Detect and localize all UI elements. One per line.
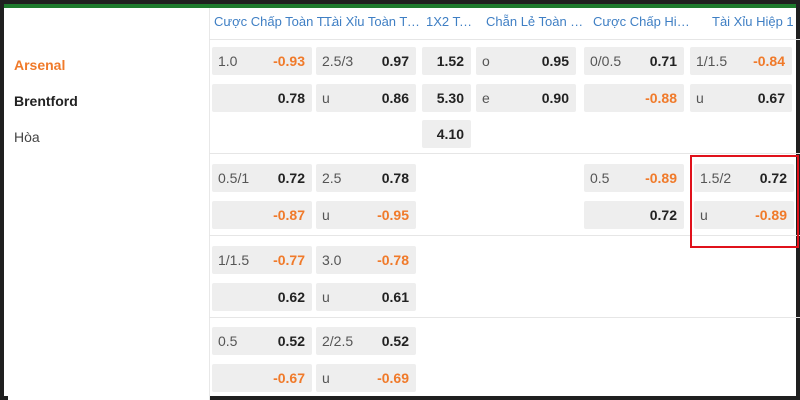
odds-value: 5.30	[436, 90, 464, 106]
odds-cell-handicap-ft-home[interactable]: 1.0 -0.93	[212, 47, 312, 75]
odds-value: -0.67	[273, 370, 305, 386]
odds-cell-ou-ft-over[interactable]: 2.5 0.78	[316, 164, 416, 192]
odds-value: 0.86	[381, 90, 409, 106]
under-label: u	[696, 90, 704, 106]
odds-cell-even[interactable]: e 0.90	[476, 84, 576, 112]
odds-cell-ou-h1-over[interactable]: 1/1.5 -0.84	[690, 47, 792, 75]
odds-cell-handicap-h1-home[interactable]: 0/0.5 0.71	[584, 47, 684, 75]
odds-cell-1x2-home[interactable]: 1.52	[422, 47, 471, 75]
under-label: u	[322, 289, 330, 305]
handicap-line: 0.5/1	[218, 170, 250, 186]
handicap-line: 1/1.5	[218, 252, 250, 268]
odds-value: 1.52	[436, 53, 464, 69]
header-over-under-ft[interactable]: Tài Xỉu Toàn Trận	[324, 14, 424, 29]
odds-value: -0.78	[377, 252, 409, 268]
row-separator	[209, 317, 800, 318]
odds-cell-ou-ft-under[interactable]: u 0.61	[316, 283, 416, 311]
odds-value: 0.72	[759, 170, 787, 186]
under-label: u	[322, 370, 330, 386]
odds-cell-ou-ft-under[interactable]: u -0.95	[316, 201, 416, 229]
handicap-line: 0.5	[218, 333, 238, 349]
ou-line: 2.5	[322, 170, 342, 186]
odds-cell-handicap-ft-away[interactable]: 0.62	[212, 283, 312, 311]
odds-value: -0.89	[645, 170, 677, 186]
odd-label: o	[482, 53, 490, 69]
team-home: Arsenal	[14, 57, 66, 73]
odds-cell-ou-ft-under[interactable]: u -0.69	[316, 364, 416, 392]
under-label: u	[700, 207, 708, 223]
odds-cell-1x2-away[interactable]: 5.30	[422, 84, 471, 112]
odds-value: -0.89	[755, 207, 787, 223]
odds-cell-handicap-ft-home[interactable]: 0.5/1 0.72	[212, 164, 312, 192]
odds-value: 0.95	[541, 53, 569, 69]
odds-cell-handicap-ft-away[interactable]: -0.87	[212, 201, 312, 229]
odds-value: 0.97	[381, 53, 409, 69]
odds-cell-handicap-h1-home[interactable]: 0.5 -0.89	[584, 164, 684, 192]
odds-value: 0.71	[649, 53, 677, 69]
header-handicap-h1[interactable]: Cược Chấp Hiệp 1	[593, 14, 693, 29]
odds-cell-odd[interactable]: o 0.95	[476, 47, 576, 75]
handicap-line: 1.0	[218, 53, 238, 69]
team-away: Brentford	[14, 93, 78, 109]
team-draw: Hòa	[14, 129, 40, 145]
odds-value: 0.78	[381, 170, 409, 186]
even-label: e	[482, 90, 490, 106]
handicap-line: 0/0.5	[590, 53, 622, 69]
odds-cell-ou-h1-under[interactable]: u -0.89	[694, 201, 794, 229]
odds-cell-handicap-ft-home[interactable]: 0.5 0.52	[212, 327, 312, 355]
odds-cell-handicap-ft-away[interactable]: -0.67	[212, 364, 312, 392]
odds-cell-ou-ft-over[interactable]: 2/2.5 0.52	[316, 327, 416, 355]
odds-value: -0.87	[273, 207, 305, 223]
odds-value: -0.95	[377, 207, 409, 223]
ou-line: 3.0	[322, 252, 342, 268]
odds-cell-ou-ft-under[interactable]: u 0.86	[316, 84, 416, 112]
odds-value: 0.61	[381, 289, 409, 305]
ou-line: 2.5/3	[322, 53, 354, 69]
odds-value: 0.52	[277, 333, 305, 349]
odds-cell-handicap-h1-away[interactable]: 0.72	[584, 201, 684, 229]
odds-value: 0.72	[649, 207, 677, 223]
header-over-under-h1[interactable]: Tài Xỉu Hiệp 1	[712, 14, 794, 29]
ou-line: 1.5/2	[700, 170, 732, 186]
row-separator	[209, 153, 800, 154]
odds-value: 0.52	[381, 333, 409, 349]
top-accent-bar	[4, 4, 796, 8]
under-label: u	[322, 207, 330, 223]
ou-line: 1/1.5	[696, 53, 728, 69]
row-separator	[209, 39, 800, 40]
odds-cell-ou-ft-over[interactable]: 3.0 -0.78	[316, 246, 416, 274]
handicap-line: 0.5	[590, 170, 610, 186]
odds-value: 0.78	[277, 90, 305, 106]
odds-value: -0.88	[645, 90, 677, 106]
odds-cell-1x2-draw[interactable]: 4.10	[422, 120, 471, 148]
ou-line: 2/2.5	[322, 333, 354, 349]
odds-value: -0.69	[377, 370, 409, 386]
odds-cell-ou-h1-under[interactable]: u 0.67	[690, 84, 792, 112]
odds-cell-ou-ft-over[interactable]: 2.5/3 0.97	[316, 47, 416, 75]
odds-value: -0.93	[273, 53, 305, 69]
team-column: Arsenal Brentford Hòa	[8, 8, 210, 400]
header-handicap-ft[interactable]: Cược Chấp Toàn T...	[214, 14, 335, 29]
under-label: u	[322, 90, 330, 106]
header-1x2-ft[interactable]: 1X2 Toà...	[426, 14, 476, 29]
odds-value: 0.62	[277, 289, 305, 305]
header-odd-even-ft[interactable]: Chẵn Lẻ Toàn Trận	[486, 14, 586, 29]
odds-cell-handicap-h1-away[interactable]: -0.88	[584, 84, 684, 112]
odds-value: 4.10	[436, 126, 464, 142]
odds-cell-ou-h1-over[interactable]: 1.5/2 0.72	[694, 164, 794, 192]
odds-value: 0.90	[541, 90, 569, 106]
highlight-box	[690, 155, 799, 248]
odds-value: 0.67	[757, 90, 785, 106]
odds-value: -0.84	[753, 53, 785, 69]
odds-cell-handicap-ft-away[interactable]: 0.78	[212, 84, 312, 112]
odds-value: -0.77	[273, 252, 305, 268]
odds-cell-handicap-ft-home[interactable]: 1/1.5 -0.77	[212, 246, 312, 274]
odds-value: 0.72	[277, 170, 305, 186]
row-separator	[209, 235, 800, 236]
